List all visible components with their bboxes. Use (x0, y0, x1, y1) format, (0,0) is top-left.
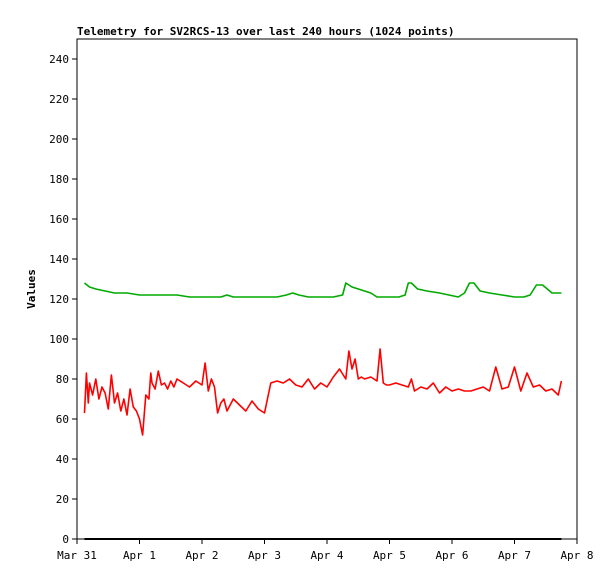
y-axis: 0 20 40 60 80 100 120 140 160 180 200 220 240 (49, 53, 77, 546)
x-tick-label: Apr 2 (185, 549, 218, 562)
y-tick-label: 200 (49, 133, 69, 146)
chart-title: Telemetry for SV2RCS-13 over last 240 ho… (77, 25, 455, 38)
y-tick-label: 220 (49, 93, 69, 106)
y-tick-label: 160 (49, 213, 69, 226)
series-layer (83, 282, 563, 540)
y-axis-label: Values (25, 269, 38, 309)
x-tick-label: Mar 31 (57, 549, 97, 562)
y-tick-label: 0 (62, 533, 69, 546)
x-tick-label: Apr 4 (310, 549, 343, 562)
series-line-1 (84, 282, 562, 298)
series-line-2 (83, 348, 563, 436)
y-tick-label: 60 (56, 413, 69, 426)
y-tick-label: 240 (49, 53, 69, 66)
x-tick-label: Apr 5 (373, 549, 406, 562)
x-tick-label: Apr 8 (560, 549, 593, 562)
x-tick-label: Apr 1 (123, 549, 156, 562)
x-tick-label: Apr 3 (248, 549, 281, 562)
x-tick-label: Apr 6 (435, 549, 468, 562)
y-tick-label: 20 (56, 493, 69, 506)
y-tick-label: 80 (56, 373, 69, 386)
y-tick-label: 140 (49, 253, 69, 266)
y-tick-label: 100 (49, 333, 69, 346)
plot-frame (76, 38, 578, 540)
y-tick-label: 180 (49, 173, 69, 186)
y-tick-label: 40 (56, 453, 69, 466)
x-tick-label: Apr 7 (498, 549, 531, 562)
x-axis: Mar 31 Apr 1 Apr 2 Apr 3 Apr 4 Apr 5 Apr 6 Apr … (57, 539, 594, 562)
y-tick-label: 120 (49, 293, 69, 306)
